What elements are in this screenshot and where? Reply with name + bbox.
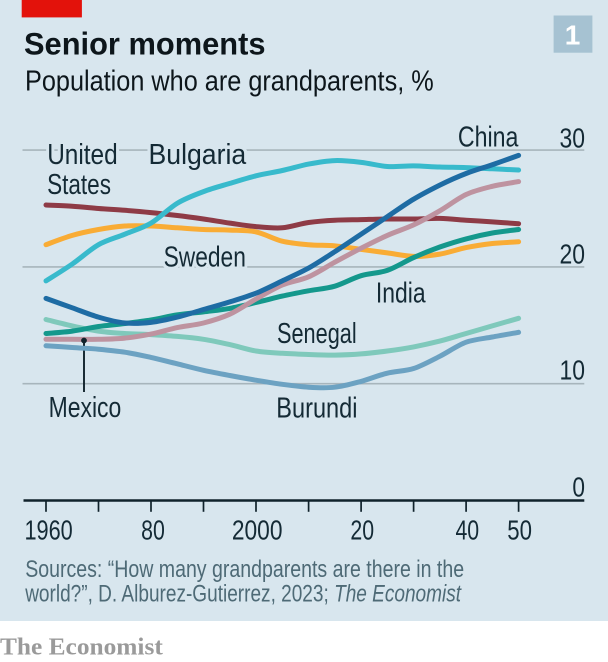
svg-text:Population who are grandparent: Population who are grandparents, % [25,65,434,97]
svg-text:States: States [47,169,111,201]
svg-text:Sweden: Sweden [164,242,246,274]
svg-text:20: 20 [350,515,374,546]
svg-text:Bulgaria: Bulgaria [149,139,247,171]
svg-text:Burundi: Burundi [276,392,357,424]
svg-text:Mexico: Mexico [49,392,122,424]
svg-text:50: 50 [507,515,532,546]
svg-text:Sources: “How many grandparent: Sources: “How many grandparents are ther… [25,556,464,583]
svg-text:India: India [376,278,426,310]
svg-text:Senior moments: Senior moments [24,26,266,62]
svg-text:The Economist: The Economist [0,634,163,660]
svg-text:1960: 1960 [24,515,72,546]
svg-text:world?”, D. Alburez-Gutierrez,: world?”, D. Alburez-Gutierrez, 2023; The… [24,581,462,608]
svg-text:Senegal: Senegal [277,318,357,350]
svg-text:United: United [47,139,118,171]
svg-text:China: China [458,121,519,153]
svg-text:2000: 2000 [232,515,283,546]
svg-text:1: 1 [565,20,581,51]
svg-text:80: 80 [141,515,165,546]
svg-text:30: 30 [560,123,586,154]
svg-text:20: 20 [560,239,586,270]
svg-text:40: 40 [455,515,479,546]
svg-text:0: 0 [572,472,585,503]
svg-text:10: 10 [560,355,586,386]
